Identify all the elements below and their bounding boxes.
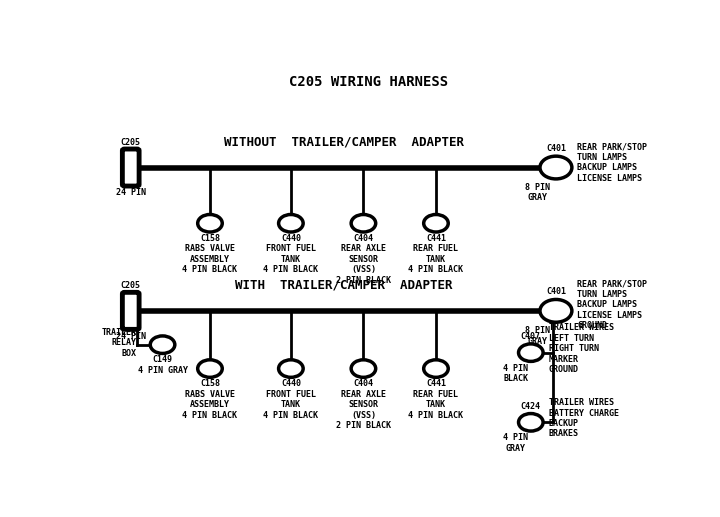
Circle shape: [351, 215, 376, 232]
Text: 24 PIN: 24 PIN: [116, 188, 145, 197]
Text: TRAILER WIRES
LEFT TURN
RIGHT TURN
MARKER
GROUND: TRAILER WIRES LEFT TURN RIGHT TURN MARKE…: [549, 323, 613, 374]
Text: C404
REAR AXLE
SENSOR
(VSS)
2 PIN BLACK: C404 REAR AXLE SENSOR (VSS) 2 PIN BLACK: [336, 379, 391, 430]
Circle shape: [279, 215, 303, 232]
FancyBboxPatch shape: [122, 149, 139, 186]
Text: REAR PARK/STOP
TURN LAMPS
BACKUP LAMPS
LICENSE LAMPS: REAR PARK/STOP TURN LAMPS BACKUP LAMPS L…: [577, 143, 647, 183]
Text: WITHOUT  TRAILER/CAMPER  ADAPTER: WITHOUT TRAILER/CAMPER ADAPTER: [224, 135, 464, 148]
Circle shape: [423, 215, 449, 232]
Circle shape: [518, 414, 543, 431]
Text: 4 PIN
GRAY: 4 PIN GRAY: [503, 433, 528, 453]
Text: C440
FRONT FUEL
TANK
4 PIN BLACK: C440 FRONT FUEL TANK 4 PIN BLACK: [264, 234, 318, 274]
Text: C424: C424: [521, 402, 541, 411]
Text: C407: C407: [521, 332, 541, 342]
Text: C401: C401: [546, 144, 566, 153]
Text: C401: C401: [546, 287, 566, 296]
Circle shape: [279, 360, 303, 377]
Text: C149
4 PIN GRAY: C149 4 PIN GRAY: [138, 355, 187, 375]
Text: 8 PIN
GRAY: 8 PIN GRAY: [525, 326, 549, 345]
Text: C205: C205: [121, 281, 140, 290]
Text: C158
RABS VALVE
ASSEMBLY
4 PIN BLACK: C158 RABS VALVE ASSEMBLY 4 PIN BLACK: [182, 379, 238, 419]
Text: C441
REAR FUEL
TANK
4 PIN BLACK: C441 REAR FUEL TANK 4 PIN BLACK: [408, 379, 464, 419]
Text: 24 PIN: 24 PIN: [116, 332, 145, 341]
Text: C404
REAR AXLE
SENSOR
(VSS)
2 PIN BLACK: C404 REAR AXLE SENSOR (VSS) 2 PIN BLACK: [336, 234, 391, 285]
Circle shape: [540, 156, 572, 179]
Text: TRAILER WIRES
BATTERY CHARGE
BACKUP
BRAKES: TRAILER WIRES BATTERY CHARGE BACKUP BRAK…: [549, 398, 618, 438]
Circle shape: [423, 360, 449, 377]
Text: C441
REAR FUEL
TANK
4 PIN BLACK: C441 REAR FUEL TANK 4 PIN BLACK: [408, 234, 464, 274]
Text: 8 PIN
GRAY: 8 PIN GRAY: [525, 183, 549, 202]
Text: WITH  TRAILER/CAMPER  ADAPTER: WITH TRAILER/CAMPER ADAPTER: [235, 279, 453, 292]
FancyBboxPatch shape: [122, 292, 139, 329]
Text: C205 WIRING HARNESS: C205 WIRING HARNESS: [289, 75, 449, 89]
Text: C158
RABS VALVE
ASSEMBLY
4 PIN BLACK: C158 RABS VALVE ASSEMBLY 4 PIN BLACK: [182, 234, 238, 274]
Circle shape: [540, 299, 572, 322]
Text: 4 PIN
BLACK: 4 PIN BLACK: [503, 364, 528, 383]
Circle shape: [198, 360, 222, 377]
Circle shape: [518, 344, 543, 361]
Text: TRAILER
RELAY
BOX: TRAILER RELAY BOX: [102, 328, 136, 358]
Text: REAR PARK/STOP
TURN LAMPS
BACKUP LAMPS
LICENSE LAMPS
GROUND: REAR PARK/STOP TURN LAMPS BACKUP LAMPS L…: [577, 280, 647, 330]
Circle shape: [150, 336, 175, 354]
Text: C205: C205: [121, 138, 140, 147]
Text: C440
FRONT FUEL
TANK
4 PIN BLACK: C440 FRONT FUEL TANK 4 PIN BLACK: [264, 379, 318, 419]
Circle shape: [351, 360, 376, 377]
Circle shape: [198, 215, 222, 232]
